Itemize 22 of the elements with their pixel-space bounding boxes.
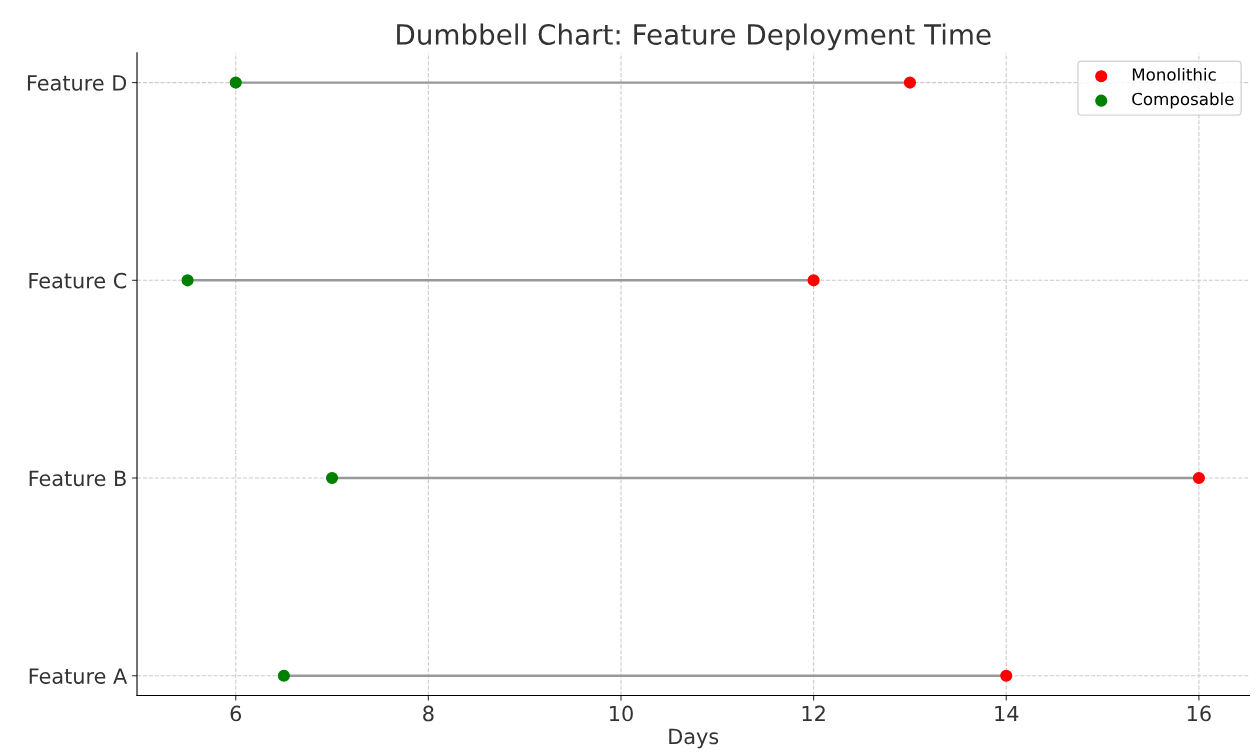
x-tick-label: 6 <box>230 705 242 722</box>
point <box>325 471 339 485</box>
chart-title: Dumbbell Chart: Feature Deployment Time <box>397 23 991 51</box>
point <box>229 76 242 89</box>
y-tick-label: Feature C <box>29 272 127 289</box>
point <box>181 274 194 287</box>
point <box>1000 669 1013 682</box>
x-tick-label: 8 <box>423 705 434 722</box>
x-axis-title: Days <box>669 728 719 749</box>
y-tick-label: Feature D <box>27 75 127 91</box>
point <box>807 274 820 287</box>
point <box>277 669 290 682</box>
legend-label: Composable <box>1132 92 1234 109</box>
point <box>903 76 917 89</box>
x-tick-label: 10 <box>610 705 633 722</box>
y-tick-label: Feature B <box>29 470 126 487</box>
point <box>1192 471 1205 485</box>
x-tick-label: 16 <box>1187 705 1211 722</box>
legend-label: Monolithic <box>1132 67 1216 81</box>
x-tick-label: 12 <box>802 705 825 722</box>
y-tick-label: Feature A <box>29 668 128 684</box>
x-tick-label: 14 <box>995 705 1019 722</box>
